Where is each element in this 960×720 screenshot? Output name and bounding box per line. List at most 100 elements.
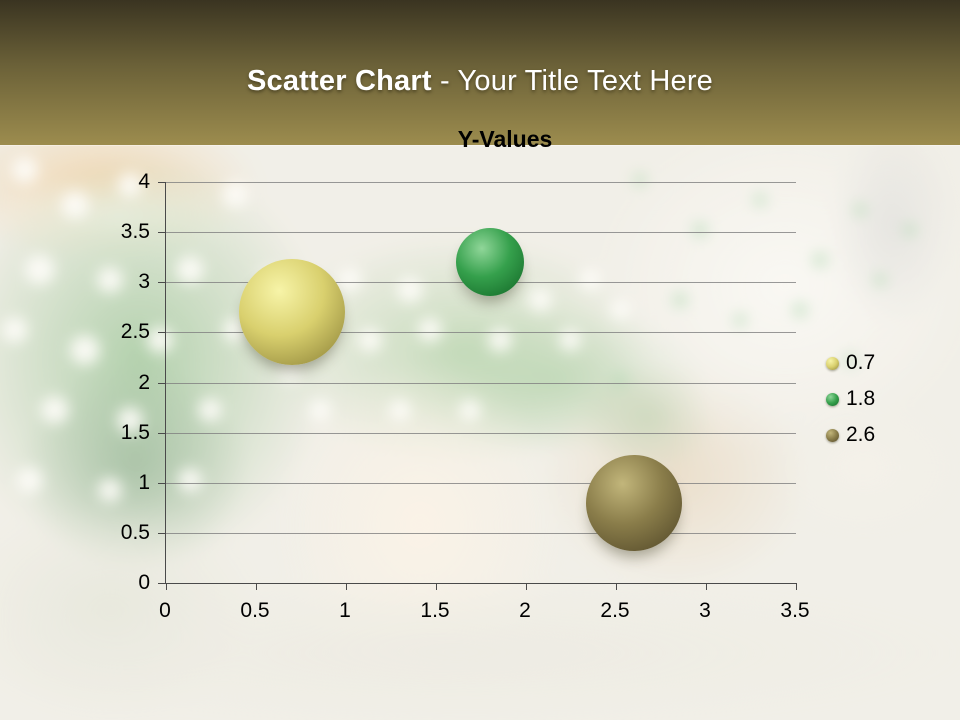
sprinkle-dot [41, 396, 69, 424]
sprinkle-dot [70, 335, 100, 365]
y-tick-label: 2.5 [120, 320, 150, 344]
sprinkle-dot [198, 398, 222, 422]
sprinkle-dot [17, 467, 43, 493]
x-tick-label: 2 [519, 599, 531, 622]
y-tick [158, 482, 166, 484]
sprinkle-dot [147, 327, 173, 353]
sprinkle-dot [222, 182, 248, 208]
sprinkle-dot [25, 255, 55, 285]
sprinkle-dot-green [692, 222, 708, 238]
sprinkle-dot [579, 269, 601, 291]
chart-legend: 0.7 1.8 2.6 [826, 345, 875, 453]
sprinkle-dot [98, 478, 122, 502]
x-tick [256, 583, 257, 590]
gridline [166, 332, 796, 334]
y-tick-label: 1.5 [120, 420, 150, 444]
x-tick [526, 583, 527, 590]
sprinkle-dot [12, 157, 38, 183]
x-tick [706, 583, 707, 590]
sprinkle-dot [528, 288, 552, 312]
x-tick-label: 3.5 [780, 599, 810, 622]
sprinkle-dot [117, 407, 143, 433]
y-tick [158, 282, 166, 284]
sprinkle-dot-green [733, 313, 747, 327]
x-tick [346, 583, 347, 590]
y-tick [158, 232, 166, 234]
x-tick-label: 1.5 [420, 599, 450, 622]
y-tick-label: 0.5 [120, 520, 150, 544]
sprinkle-dot-green [753, 193, 767, 207]
sprinkle-dot [176, 256, 204, 284]
x-tick-label: 0 [159, 599, 171, 622]
sprinkle-dot [459, 399, 481, 421]
y-tick [158, 182, 166, 183]
sprinkle-dot [2, 317, 28, 343]
sprinkle-dot [338, 268, 362, 292]
y-tick [158, 332, 166, 334]
sprinkle-dot-green [792, 302, 808, 318]
y-tick-label: 0 [138, 571, 150, 594]
slide-title-subtitle: - Your Title Text Here [439, 65, 714, 97]
legend-marker-icon [826, 392, 839, 406]
photo-blob [768, 400, 958, 535]
x-tick [616, 583, 617, 590]
y-tick [158, 532, 166, 534]
sprinkle-dot-green [853, 203, 867, 217]
sprinkle-dot [358, 328, 382, 352]
y-tick-label: 3 [138, 270, 150, 294]
slide-header: Scatter Chart - Your Title Text Here [0, 0, 960, 145]
sprinkle-dot [178, 468, 202, 492]
y-tick-label: 3.5 [120, 220, 150, 244]
legend-marker-icon [826, 428, 839, 442]
sprinkle-dot [559, 329, 581, 351]
y-tick-label: 4 [138, 170, 150, 193]
sprinkle-dot [97, 267, 123, 293]
photo-blob [828, 118, 958, 328]
legend-item: 0.7 [826, 345, 875, 381]
photo-blob [0, 578, 960, 720]
gridline [166, 432, 796, 434]
x-tick [796, 583, 797, 590]
sprinkle-dot-green [903, 223, 917, 237]
legend-marker-icon [826, 356, 839, 370]
sprinkle-dot-green [873, 273, 887, 287]
sprinkle-dot-green [843, 353, 857, 367]
legend-item: 2.6 [826, 417, 875, 453]
legend-label: 2.6 [846, 423, 876, 446]
bubble-1.8 [456, 228, 524, 297]
y-tick-label: 1 [138, 470, 150, 494]
gridline [166, 382, 796, 384]
plot-area [158, 182, 797, 590]
gridline [166, 532, 796, 534]
sprinkle-dot-green [672, 292, 688, 308]
sprinkle-dot [389, 399, 411, 421]
y-tick [158, 432, 166, 434]
y-tick-label: 2 [138, 370, 150, 394]
x-tick-label: 2.5 [600, 599, 630, 622]
sprinkle-dot-green [633, 173, 647, 187]
legend-label: 0.7 [846, 351, 876, 374]
legend-label: 1.8 [846, 387, 876, 410]
x-tick-label: 1 [339, 599, 351, 622]
bubble-0.7 [239, 259, 345, 366]
sprinkle-dot [118, 173, 142, 197]
gridline [166, 482, 796, 484]
slide-title-keyword: Scatter Chart [246, 65, 432, 97]
sprinkle-dot [309, 399, 331, 421]
x-tick [166, 583, 167, 590]
gridline [166, 182, 796, 183]
sprinkle-dot [397, 277, 423, 303]
y-tick [158, 382, 166, 384]
sprinkle-dot [418, 318, 442, 342]
x-tick [436, 583, 437, 590]
slide-title: Scatter Chart - Your Title Text Here [247, 47, 713, 98]
sprinkle-dot-green [812, 252, 828, 268]
sprinkle-dot [610, 300, 630, 320]
sprinkle-dot [488, 328, 512, 352]
x-tick-label: 0.5 [240, 599, 270, 622]
sprinkle-dot-green [612, 372, 628, 388]
y-tick [158, 583, 166, 584]
